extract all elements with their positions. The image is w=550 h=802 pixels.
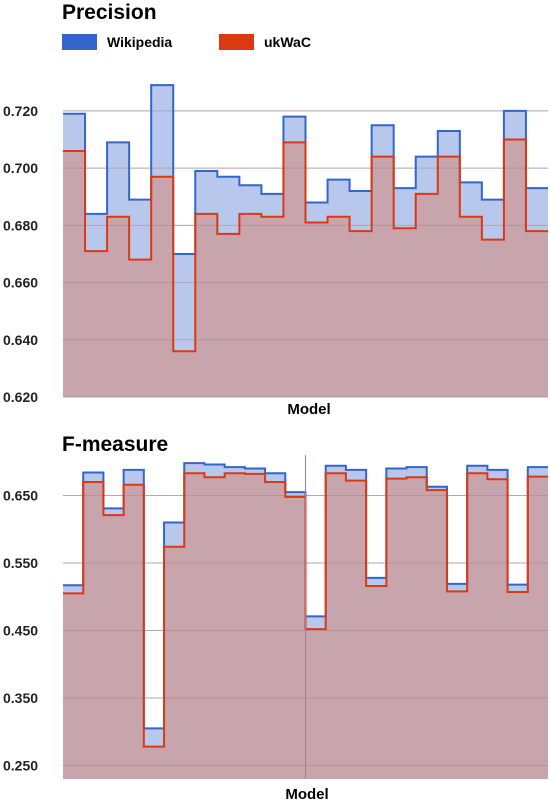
y-tick-label: 0.680 [3,217,38,233]
y-tick-label: 0.250 [3,758,38,774]
y-tick-label: 0.700 [3,160,38,176]
area-ukwac [63,139,548,398]
line-ukwac [63,138,548,353]
precision-x-axis-label: Model [287,401,330,418]
y-tick-label: 0.650 [3,488,38,504]
precision-title: Precision [62,1,157,24]
fmeasure-x-axis-label: Model [285,786,328,802]
y-tick-label: 0.640 [3,332,38,348]
fmeasure-title: F-measure [62,433,168,456]
y-tick-label: 0.550 [3,555,38,571]
y-tick-label: 0.350 [3,690,38,706]
legend-label-wikipedia: Wikipedia [107,34,172,50]
y-tick-label: 0.720 [3,103,38,119]
y-tick-label: 0.450 [3,623,38,639]
fmeasure-chart: 0.250 0.350 0.450 0.550 0.650 [3,455,548,779]
legend: Wikipedia ukWaC [62,34,311,50]
y-tick-label: 0.660 [3,275,38,291]
precision-chart: 0.620 0.640 0.660 0.680 0.700 0.720 [3,68,548,405]
legend-swatch-wikipedia [62,34,97,50]
legend-label-ukwac: ukWaC [264,34,311,50]
y-tick-label: 0.620 [3,389,38,405]
legend-swatch-ukwac [219,34,254,50]
